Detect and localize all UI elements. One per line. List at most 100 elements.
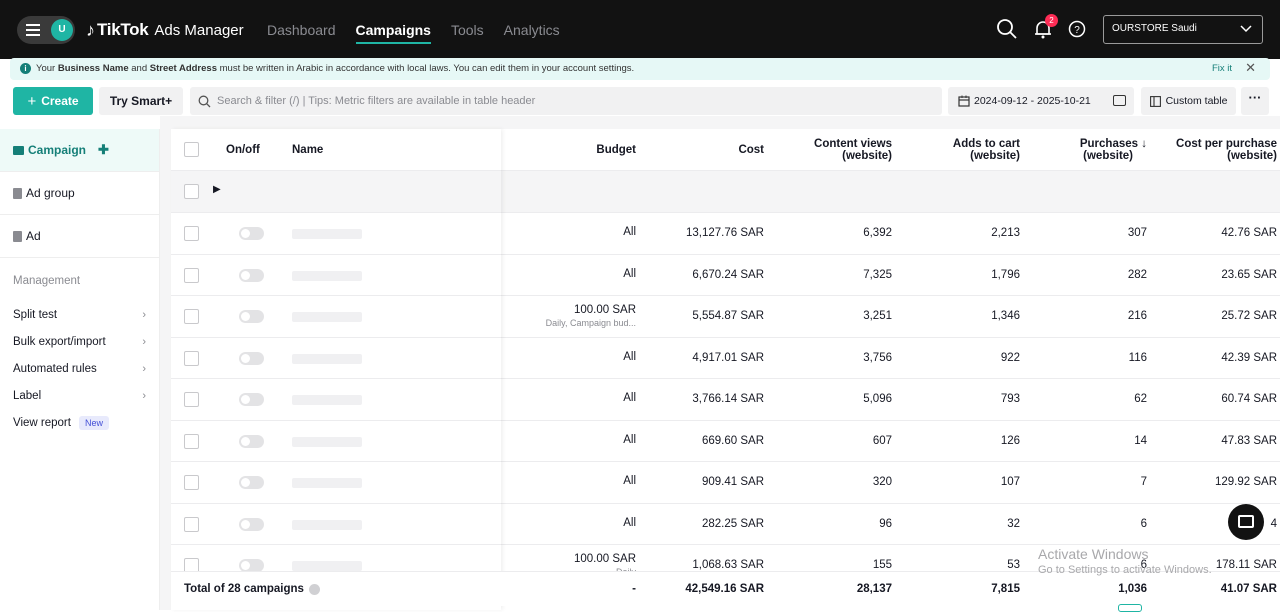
campaign-name-redacted[interactable] <box>292 395 362 405</box>
nav-campaigns[interactable]: Campaigns <box>355 22 431 44</box>
account-selector[interactable]: OURSTORE Saudi <box>1103 15 1263 44</box>
cell-cost: 13,127.76 SAR <box>685 227 764 240</box>
cell-cost-per-purchase: 42.76 SAR <box>1221 227 1277 240</box>
table-row[interactable]: All 282.25 SAR 96 32 6 4 <box>171 503 1280 545</box>
row-checkbox[interactable] <box>184 475 199 490</box>
campaign-name-redacted[interactable] <box>292 519 362 530</box>
header-line: (website) <box>970 149 1020 162</box>
cell-budget[interactable]: All <box>511 421 636 462</box>
status-toggle[interactable] <box>239 559 264 572</box>
sidebar-item-automated-rules[interactable]: Automated rules › <box>0 355 159 382</box>
menu-toggle[interactable]: U <box>17 16 75 44</box>
chat-support-button[interactable] <box>1228 504 1264 540</box>
status-toggle[interactable] <box>239 393 264 406</box>
col-header-adds-to-cart[interactable]: Adds to cart (website) <box>901 129 1020 170</box>
sidebar-item-campaign[interactable]: Campaign ✚ <box>0 129 159 172</box>
bell-icon[interactable] <box>1032 18 1054 40</box>
row-checkbox[interactable] <box>184 267 199 283</box>
total-content-views: 28,137 <box>856 583 892 595</box>
info-icon[interactable] <box>308 583 320 595</box>
avatar[interactable]: U <box>51 19 73 41</box>
caret-right-icon[interactable]: ▶ <box>213 184 221 195</box>
help-icon[interactable]: ? <box>1067 19 1087 39</box>
cell-budget[interactable]: 100.00 SAR Daily, Campaign bud... <box>511 296 636 337</box>
status-toggle[interactable] <box>239 434 264 448</box>
search-filter-bar[interactable] <box>190 87 942 115</box>
status-toggle[interactable] <box>239 227 264 240</box>
cell-budget[interactable]: All <box>511 213 636 254</box>
nav-tools[interactable]: Tools <box>450 22 484 38</box>
calendar-icon <box>958 95 970 107</box>
cell-budget[interactable]: All <box>511 255 636 296</box>
sidebar-item-bulk-export-import[interactable]: Bulk export/import › <box>0 328 159 355</box>
cell-budget[interactable]: All <box>511 379 636 420</box>
pagination-control[interactable] <box>1118 604 1142 612</box>
campaign-name-redacted[interactable] <box>292 229 362 239</box>
more-options-button[interactable]: ··· <box>1241 87 1269 115</box>
col-header-name[interactable]: Name <box>292 143 324 156</box>
col-header-purchases[interactable]: Purchases ↓ (website) <box>1031 129 1147 170</box>
sidebar-item-ad-group[interactable]: Ad group <box>0 172 159 215</box>
cell-budget[interactable]: All <box>511 462 636 503</box>
fix-it-link[interactable]: Fix it <box>1211 63 1232 74</box>
search-icon <box>198 95 211 107</box>
col-header-content-views[interactable]: Content views (website) <box>771 129 892 170</box>
row-checkbox[interactable] <box>184 226 199 241</box>
date-range-picker[interactable]: 2024-09-12 - 2025-10-21 <box>948 87 1134 115</box>
campaign-name-redacted[interactable] <box>292 312 362 322</box>
table-row[interactable]: All 909.41 SAR 320 107 7 129.92 SAR <box>171 462 1280 504</box>
custom-table-button[interactable]: Custom table <box>1141 87 1236 115</box>
status-toggle[interactable] <box>239 268 264 282</box>
close-icon[interactable]: ✕ <box>1245 60 1256 75</box>
windows-activation-watermark: Activate Windows Go to Settings to activ… <box>1038 546 1212 576</box>
col-header-cost[interactable]: Cost <box>738 143 764 156</box>
cell-content-views: 607 <box>872 434 892 447</box>
table-row[interactable]: 100.00 SAR Daily, Campaign bud... 5,554.87… <box>171 296 1280 338</box>
sidebar-item-split-test[interactable]: Split test › <box>0 301 159 328</box>
status-toggle[interactable] <box>239 476 264 489</box>
sidebar-item-label-menu[interactable]: Label › <box>0 382 159 409</box>
cell-purchases: 7 <box>1140 476 1147 489</box>
cell-budget[interactable]: All <box>511 338 636 379</box>
status-toggle[interactable] <box>239 517 264 531</box>
campaign-name-redacted[interactable] <box>292 270 362 281</box>
col-header-budget[interactable]: Budget <box>596 143 636 156</box>
account-name: OURSTORE Saudi <box>1112 23 1197 34</box>
row-checkbox[interactable] <box>184 392 199 407</box>
row-checkbox[interactable] <box>184 184 199 199</box>
sidebar-item-view-report[interactable]: View report New <box>0 409 159 436</box>
row-checkbox[interactable] <box>184 516 199 532</box>
campaign-name-redacted[interactable] <box>292 561 362 571</box>
cell-budget[interactable]: All <box>511 504 636 545</box>
add-campaign-icon[interactable]: ✚ <box>98 142 109 157</box>
nav-dashboard[interactable]: Dashboard <box>267 22 336 38</box>
col-header-onoff[interactable]: On/off <box>226 143 260 156</box>
table-row[interactable]: All 4,917.01 SAR 3,756 922 116 42.39 SAR <box>171 337 1280 379</box>
campaign-name-redacted[interactable] <box>292 436 362 447</box>
row-checkbox[interactable] <box>184 350 199 366</box>
sort-desc-icon[interactable]: ↓ <box>1141 137 1147 150</box>
tiktok-ads-manager-logo[interactable]: ♪ TikTok Ads Manager <box>86 18 244 42</box>
table-row[interactable]: All 3,766.14 SAR 5,096 793 62 60.74 SAR <box>171 379 1280 421</box>
table-row[interactable]: All 669.60 SAR 607 126 14 47.83 SAR <box>171 420 1280 462</box>
select-all-checkbox[interactable] <box>184 142 199 157</box>
table-row[interactable]: All 13,127.76 SAR 6,392 2,213 307 42.76 SAR <box>171 213 1280 255</box>
status-toggle[interactable] <box>239 351 264 365</box>
create-button[interactable]: + Create <box>13 87 93 115</box>
row-checkbox[interactable] <box>184 309 199 324</box>
cell-content-views: 155 <box>872 559 892 572</box>
row-checkbox[interactable] <box>184 433 199 449</box>
col-header-cost-per-purchase[interactable]: Cost per purchase (website) <box>1156 129 1277 170</box>
budget-value: All <box>623 516 636 529</box>
try-smart-button[interactable]: Try Smart+ <box>99 87 183 115</box>
cell-adds-to-cart: 2,213 <box>991 227 1020 240</box>
campaign-name-redacted[interactable] <box>292 478 362 488</box>
search-icon[interactable] <box>996 18 1018 40</box>
campaign-name-redacted[interactable] <box>292 353 362 364</box>
search-input[interactable] <box>217 95 917 107</box>
compare-icon[interactable] <box>1113 95 1126 106</box>
status-toggle[interactable] <box>239 310 264 323</box>
table-row[interactable]: All 6,670.24 SAR 7,325 1,796 282 23.65 SAR <box>171 254 1280 296</box>
sidebar-item-ad[interactable]: Ad <box>0 215 159 258</box>
nav-analytics[interactable]: Analytics <box>503 22 560 38</box>
